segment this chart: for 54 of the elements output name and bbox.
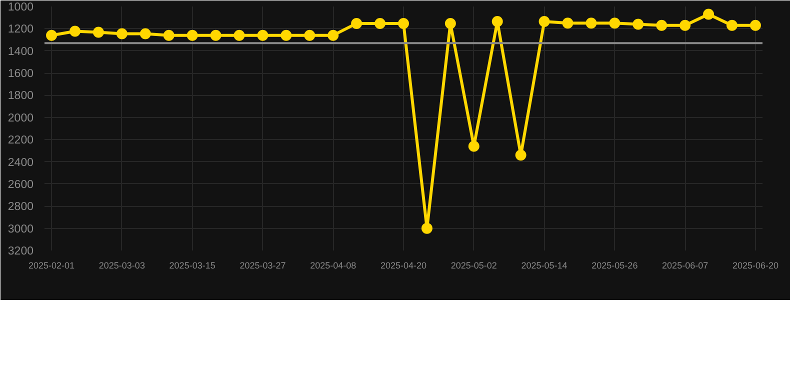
point: [398, 18, 409, 29]
point: [140, 28, 151, 40]
y-tick-label: 2200: [8, 134, 34, 147]
point: [726, 20, 738, 31]
x-tick-label: 2025-03-15: [169, 260, 216, 270]
x-tick-label: 2025-03-27: [240, 260, 286, 270]
y-tick-label: 3000: [8, 223, 34, 236]
point: [586, 18, 597, 29]
point: [421, 222, 432, 234]
x-tick-label: 2025-06-20: [732, 260, 778, 270]
point: [538, 16, 550, 27]
y-tick-label: 1800: [8, 90, 34, 102]
point: [116, 28, 128, 40]
y-tick-label: 2400: [8, 156, 34, 169]
x-tick-label: 2025-03-03: [98, 260, 145, 270]
point: [468, 140, 480, 152]
point: [92, 26, 104, 38]
point: [351, 18, 362, 29]
point: [703, 8, 714, 20]
x-tick-label: 2025-05-26: [592, 260, 638, 270]
y-tick-label: 2800: [8, 201, 34, 214]
point: [492, 16, 503, 27]
point: [304, 30, 316, 41]
x-tick-label: 2025-06-07: [662, 260, 708, 270]
point: [750, 20, 761, 31]
point: [210, 30, 222, 41]
x-tick-label: 2025-04-20: [380, 260, 427, 270]
x-tick-label: 2025-04-08: [310, 260, 356, 270]
y-tick-label: 1400: [8, 46, 34, 58]
point: [280, 30, 292, 41]
x-tick-label: 2025-02-01: [28, 260, 75, 270]
point: [374, 18, 386, 29]
point: [70, 26, 81, 37]
y-tick-label: 3200: [8, 246, 34, 258]
point: [444, 18, 456, 29]
point: [234, 30, 245, 41]
point: [328, 30, 339, 41]
point: [680, 20, 691, 31]
y-tick-label: 2600: [8, 178, 34, 191]
x-tick-label: 2025-05-14: [521, 260, 568, 270]
y-tick-label: 1200: [8, 24, 34, 36]
point: [562, 18, 574, 29]
x-tick-label: 2025-05-02: [450, 260, 497, 270]
point: [515, 150, 526, 161]
point: [632, 18, 644, 30]
point: [163, 30, 174, 41]
y-tick-label: 1600: [8, 68, 34, 80]
y-tick-label: 1000: [8, 2, 34, 14]
point: [257, 30, 268, 41]
point: [46, 30, 58, 41]
y-tick-label: 2000: [8, 112, 34, 124]
point: [609, 18, 620, 29]
point: [186, 30, 198, 41]
point: [656, 20, 668, 31]
